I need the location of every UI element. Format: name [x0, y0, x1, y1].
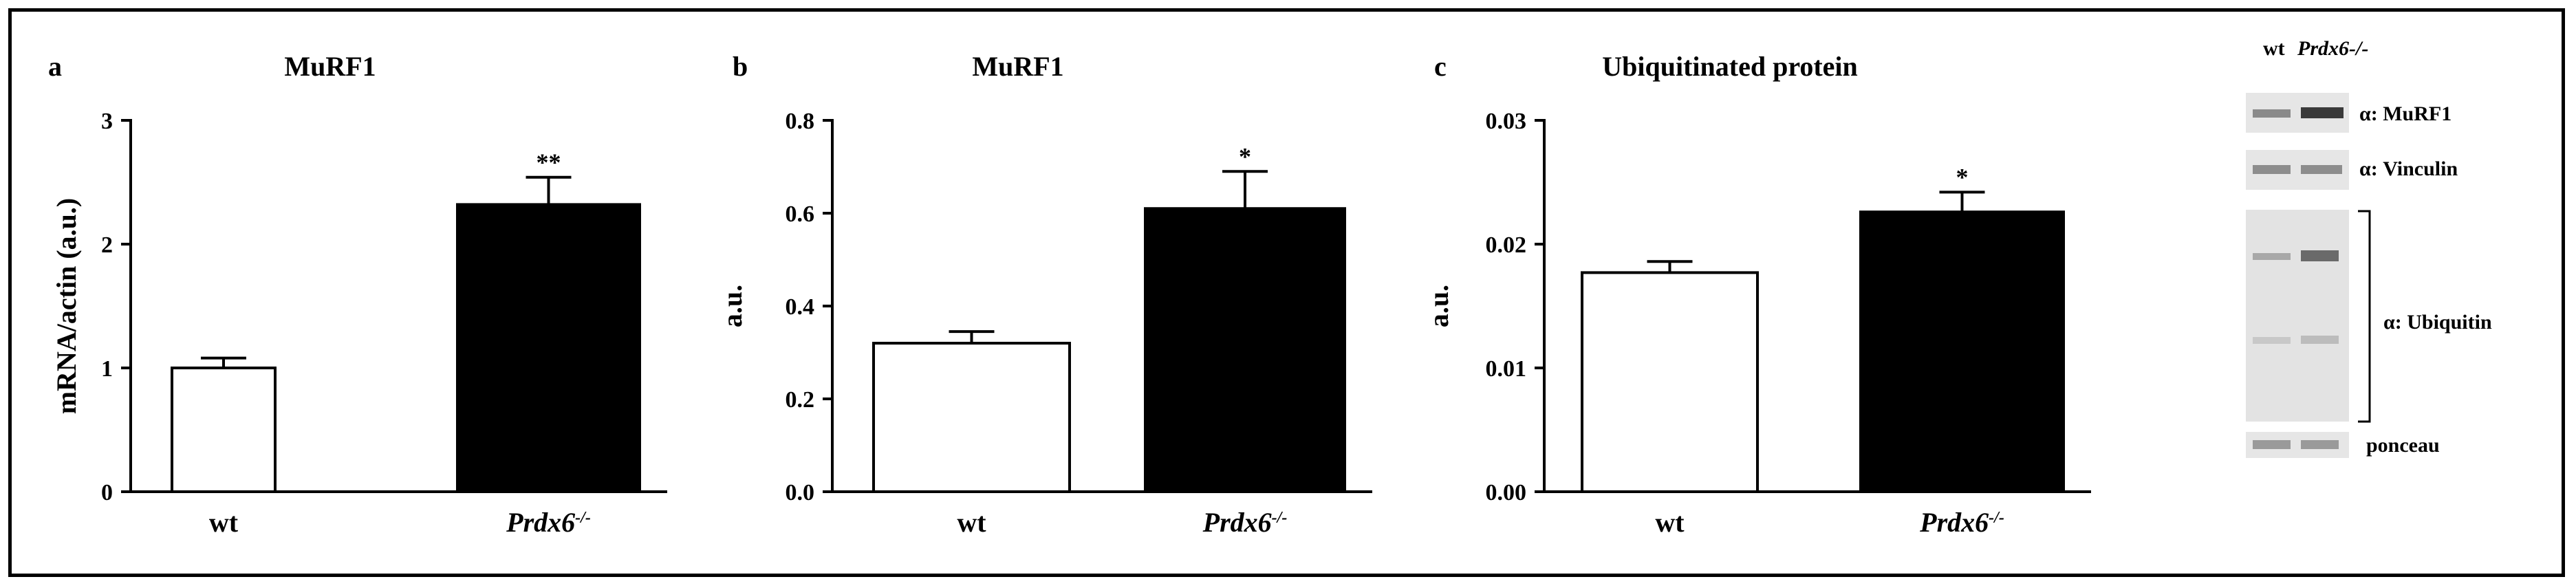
- blot-band-ponceau-wt: [2253, 440, 2291, 449]
- blot-label-murf1: α: MuRF1: [2359, 102, 2451, 125]
- y-tick-label: 0.00: [1486, 480, 1527, 505]
- significance-marker: *: [1956, 163, 1969, 190]
- bar-prdx6-ko: [1859, 210, 2065, 493]
- y-tick-label: 0: [101, 480, 113, 505]
- x-category-label: Prdx6-/-: [1919, 507, 2004, 538]
- chart-title: MuRF1: [972, 51, 1063, 82]
- blot-label-ponceau: ponceau: [2366, 434, 2440, 457]
- blot-label-vinculin: α: Vinculin: [2359, 157, 2458, 180]
- bar-wt: [171, 367, 277, 493]
- blot-band-murf1-ko: [2301, 107, 2344, 118]
- panel-letter-c: c: [1434, 51, 1447, 82]
- x-category-label: Prdx6-/-: [1202, 507, 1288, 538]
- y-tick-label: 0.01: [1486, 356, 1527, 382]
- blot-band-ponceau-ko: [2301, 440, 2339, 449]
- y-tick-label: 0.4: [786, 294, 815, 320]
- significance-marker: *: [1239, 142, 1251, 170]
- panel-letter-a: a: [48, 51, 62, 82]
- y-tick-label: 2: [101, 232, 113, 258]
- blot-bracket: [2358, 210, 2371, 423]
- panel-letter-b: b: [733, 51, 748, 82]
- blot-band-murf1-wt: [2253, 109, 2291, 118]
- bar-prdx6-ko: [456, 203, 641, 493]
- bar-wt: [1581, 271, 1759, 493]
- blot-lane-label-ko: Prdx6-/-: [2297, 37, 2368, 60]
- y-axis-label: a.u.: [717, 285, 748, 327]
- y-tick-label: 0.0: [786, 480, 815, 505]
- blot-band-ubiquitin-ko-1: [2301, 250, 2339, 261]
- chart-title: Ubiquitinated protein: [1602, 51, 1858, 82]
- y-tick-label: 0.2: [786, 387, 815, 413]
- blot-band-vinculin-ko: [2301, 165, 2342, 174]
- blot-band-ubiquitin-wt-1: [2253, 253, 2291, 260]
- chart-panel-b: b MuRF1 a.u. 0.0 0.2 0.4 0.6 0.8 wt * Prdx6-/-: [717, 51, 1372, 538]
- y-axis-label: a.u.: [1423, 285, 1454, 327]
- blot-strip-ubiquitin: [2246, 210, 2349, 422]
- x-category-label: wt: [957, 507, 986, 538]
- y-axis-label: mRNA/actin (a.u.): [51, 198, 82, 414]
- western-blot-panel: wt Prdx6-/- α: MuRF1 α: Vinculin α: Ubiq…: [2246, 37, 2492, 458]
- y-tick-label: 0.02: [1486, 232, 1527, 258]
- x-category-label: Prdx6-/-: [506, 507, 591, 538]
- blot-label-ubiquitin: α: Ubiquitin: [2383, 311, 2492, 334]
- y-tick-label: 3: [101, 109, 113, 134]
- blot-band-vinculin-wt: [2253, 165, 2291, 174]
- y-tick-label: 0.8: [786, 109, 815, 134]
- y-tick-label: 1: [101, 356, 113, 382]
- chart-panel-a: a MuRF1 mRNA/actin (a.u.) 0 1 2 3 wt ** Prdx6-/-: [48, 51, 667, 538]
- blot-band-ubiquitin-wt-2: [2253, 337, 2291, 344]
- bar-prdx6-ko: [1144, 207, 1346, 493]
- significance-marker: **: [537, 149, 561, 176]
- y-tick-label: 0.6: [786, 202, 815, 227]
- chart-panel-c: c Ubiquitinated protein a.u. 0.00 0.01 0.02 0.…: [1423, 51, 2091, 538]
- figure-frame: [8, 8, 2565, 577]
- blot-band-ubiquitin-ko-2: [2301, 336, 2339, 344]
- chart-title: MuRF1: [284, 51, 376, 82]
- y-tick-label: 0.03: [1486, 109, 1527, 134]
- blot-lane-label-wt: wt: [2263, 37, 2285, 60]
- x-category-label: wt: [209, 507, 239, 538]
- bar-wt: [872, 342, 1071, 493]
- x-category-label: wt: [1655, 507, 1685, 538]
